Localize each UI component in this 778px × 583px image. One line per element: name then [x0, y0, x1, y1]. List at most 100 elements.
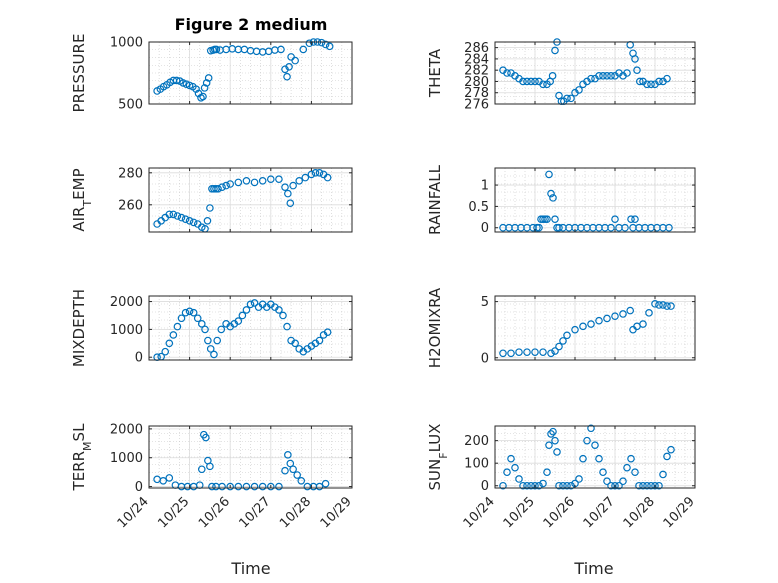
- data-point: [599, 468, 607, 477]
- data-point: [645, 309, 653, 317]
- data-point: [197, 320, 206, 328]
- subplot-1: 500 1000 PRESSURE: [70, 34, 353, 113]
- data-point: [515, 475, 523, 483]
- y-tick-label: 276: [464, 98, 489, 113]
- data-point: [177, 213, 186, 222]
- data-point: [291, 56, 299, 65]
- data-point: [667, 302, 675, 310]
- data-point: [287, 53, 295, 61]
- axes-box: [494, 167, 696, 233]
- subplot-7: 0 1000 2000 10/24 10/25 10/26 10/27 10/28 10/29 T…: [70, 422, 355, 531]
- data-point: [519, 481, 527, 490]
- data-point: [651, 481, 659, 490]
- figure-title: Figure 2 medium: [175, 15, 328, 34]
- data-point: [204, 336, 212, 345]
- data-point: [547, 349, 555, 358]
- data-point: [266, 175, 275, 184]
- data-point: [279, 311, 287, 320]
- data-point: [635, 77, 644, 86]
- data-point: [201, 325, 209, 334]
- data-point: [531, 348, 539, 356]
- data-point: [623, 69, 631, 77]
- data-point: [627, 215, 635, 224]
- x-tick-label: 10/25: [501, 494, 538, 531]
- data-point: [234, 482, 243, 491]
- data-point: [549, 427, 557, 436]
- data-point: [275, 306, 283, 314]
- data-point: [639, 320, 647, 328]
- y-axis-label: AIRTEMP: [70, 168, 94, 231]
- y-tick-label: 2000: [110, 422, 143, 437]
- subplot-3: 260 280 AIRTEMP: [70, 166, 353, 233]
- data-point: [281, 466, 289, 475]
- data-point: [210, 350, 218, 359]
- data-point: [523, 348, 531, 356]
- data-point: [206, 345, 215, 353]
- data-point: [173, 212, 182, 220]
- data-point: [172, 76, 181, 85]
- data-point: [553, 448, 561, 456]
- data-point: [611, 481, 619, 490]
- data-point: [242, 177, 251, 185]
- data-point: [523, 77, 531, 86]
- data-point: [281, 183, 289, 192]
- data-point: [548, 72, 557, 80]
- data-point: [595, 316, 603, 325]
- data-point: [286, 459, 295, 468]
- data-point: [181, 215, 190, 224]
- data-point: [169, 331, 178, 339]
- x-tick-label: 10/26: [541, 494, 578, 531]
- data-point: [551, 215, 559, 224]
- data-point: [631, 55, 639, 63]
- data-point: [559, 481, 567, 490]
- data-point: [559, 337, 567, 345]
- data-point: [222, 181, 230, 190]
- data-point: [238, 311, 247, 320]
- y-tick-label: 1000: [110, 451, 143, 466]
- data-point: [643, 80, 651, 89]
- data-point: [281, 65, 289, 74]
- data-point: [587, 320, 595, 328]
- y-axis-label: SUNFLUX: [426, 424, 450, 491]
- data-point: [214, 185, 222, 193]
- data-point: [284, 451, 292, 459]
- data-point: [579, 322, 587, 331]
- data-point: [531, 77, 539, 86]
- data-point: [607, 223, 615, 232]
- data-point: [234, 317, 243, 325]
- data-point: [250, 482, 259, 491]
- x-tick-label: 10/27: [237, 494, 274, 531]
- y-tick-label: 1000: [110, 323, 143, 338]
- data-point: [213, 336, 222, 345]
- data-point: [289, 465, 297, 474]
- data-point: [527, 77, 535, 86]
- data-point: [545, 170, 553, 179]
- data-point: [563, 94, 571, 103]
- axes-box: [494, 295, 696, 361]
- data-point: [555, 481, 563, 490]
- axes-box: [148, 425, 353, 489]
- data-point: [647, 481, 655, 490]
- data-point: [655, 77, 663, 86]
- data-point: [549, 194, 557, 202]
- data-point: [217, 325, 226, 334]
- data-point: [200, 84, 209, 92]
- data-point: [185, 307, 194, 316]
- axes-box: [148, 295, 353, 361]
- data-point: [551, 436, 559, 445]
- data-point: [499, 349, 507, 358]
- data-point: [545, 441, 553, 449]
- data-point: [325, 42, 334, 51]
- axes-box: [494, 41, 696, 105]
- data-point: [619, 310, 627, 318]
- data-point: [299, 45, 308, 54]
- data-point: [535, 481, 543, 490]
- data-point: [315, 169, 324, 177]
- data-point: [621, 223, 629, 232]
- y-axis-label: MIXDEPTH: [70, 289, 88, 367]
- y-axis-label: TERRMSL: [70, 423, 94, 492]
- data-point: [571, 325, 579, 334]
- data-point: [575, 475, 583, 483]
